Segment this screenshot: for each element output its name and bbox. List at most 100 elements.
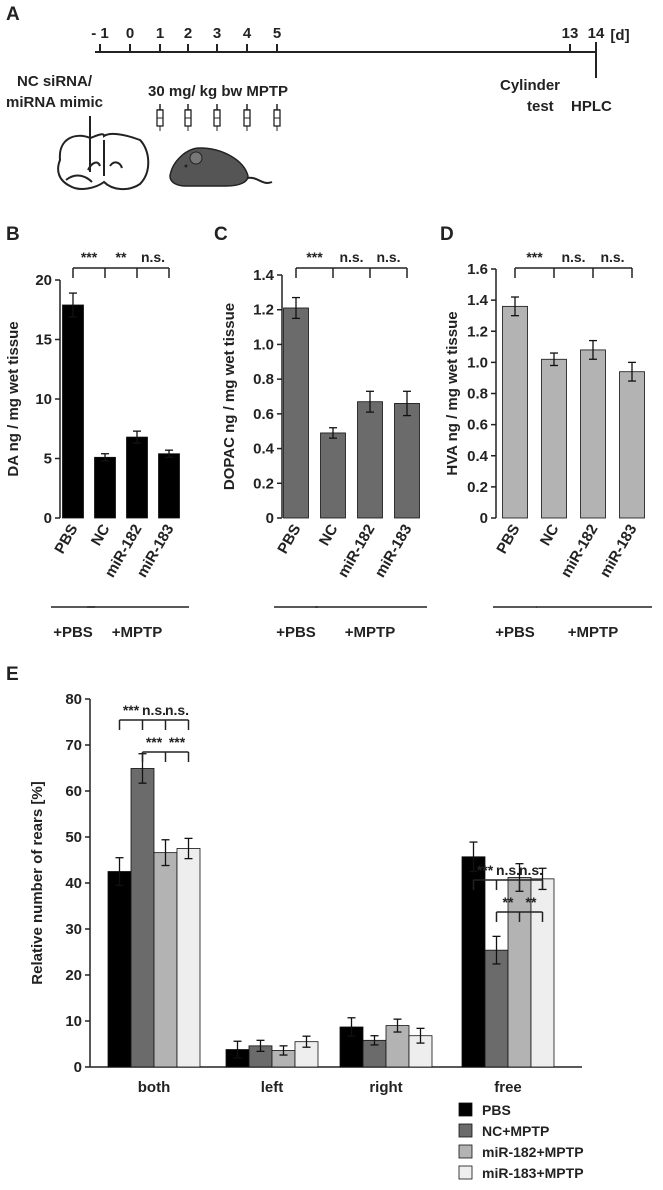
y-tick-label: 1.4 <box>467 292 489 309</box>
bar <box>126 436 148 519</box>
timeline-day-label: 1 <box>156 25 164 42</box>
y-tick-label: 0.6 <box>467 417 488 434</box>
y-tick-label: 1.0 <box>467 354 488 371</box>
bar <box>62 304 84 519</box>
x-tick-label: NC <box>316 521 342 548</box>
bar <box>176 848 201 1068</box>
y-tick-label: 1.4 <box>253 267 275 284</box>
y-tick-label: 0.2 <box>253 475 274 492</box>
x-tick-label: NC <box>88 521 114 548</box>
timeline-day-label: 0 <box>126 25 134 42</box>
x-tick-label: PBS <box>274 522 304 557</box>
timeline-day-label: 5 <box>273 25 281 42</box>
significance-label: n.s. <box>142 702 166 718</box>
timeline-day-ticks: - 1 0 1 2 3 4 5 13 14 <box>91 25 605 52</box>
legend: PBS NC+MPTP miR-182+MPTP miR-183+MPTP <box>458 1102 584 1181</box>
panel-label-b: B <box>6 224 20 245</box>
significance-label: ** <box>526 894 537 910</box>
legend-label: PBS <box>482 1102 511 1118</box>
significance-label: *** <box>81 249 98 265</box>
bar <box>283 307 309 519</box>
bar <box>357 401 383 519</box>
y-tick-label: 40 <box>65 875 82 892</box>
group-label-pbs: +PBS <box>276 624 316 641</box>
x-tick-label: free <box>494 1079 522 1096</box>
timeline-unit: [d] <box>610 27 629 44</box>
y-tick-label: 0 <box>74 1059 82 1076</box>
legend-swatch <box>458 1102 473 1117</box>
injection-label-line1: NC siRNA/ <box>17 73 93 90</box>
y-tick-label: 10 <box>35 391 52 408</box>
significance-label: n.s. <box>519 862 543 878</box>
legend-label: miR-183+MPTP <box>482 1165 584 1181</box>
timeline-day-label: 2 <box>184 25 192 42</box>
syringe-icon <box>156 104 164 131</box>
y-tick-label: 0.2 <box>467 479 488 496</box>
group-label-mptp: +MPTP <box>112 624 162 641</box>
timeline-day-label: - 1 <box>91 25 109 42</box>
y-tick-label: 1.2 <box>253 302 274 319</box>
y-axis-label: HVA ng / mg wet tissue <box>444 311 461 475</box>
injection-label-line2: miRNA mimic <box>6 94 103 111</box>
mouse-icon <box>169 147 273 187</box>
significance-label: n.s. <box>376 249 400 265</box>
significance-label: n.s. <box>496 862 520 878</box>
y-tick-label: 30 <box>65 921 82 938</box>
hplc-label: HPLC <box>571 98 612 115</box>
legend-swatch <box>458 1123 473 1138</box>
significance-label: ** <box>116 249 127 265</box>
significance-label: *** <box>477 862 494 878</box>
y-tick-label: 0.8 <box>253 371 274 388</box>
y-tick-label: 60 <box>65 783 82 800</box>
x-tick-label: PBS <box>493 522 523 557</box>
cylinder-label-line1: Cylinder <box>500 77 560 94</box>
x-tick-label: right <box>369 1079 402 1096</box>
group-label-mptp: +MPTP <box>345 624 395 641</box>
y-tick-label: 10 <box>65 1013 82 1030</box>
bar <box>484 949 509 1068</box>
panel-label-e: E <box>6 664 19 685</box>
bar <box>107 871 132 1068</box>
bar <box>130 768 155 1068</box>
timeline-day-label: 3 <box>213 25 221 42</box>
legend-swatch <box>458 1144 473 1159</box>
bar <box>320 432 346 519</box>
group-label-pbs: +PBS <box>495 624 535 641</box>
bar <box>541 358 567 519</box>
significance-label: n.s. <box>561 249 585 265</box>
cylinder-label-line2: test <box>527 98 554 115</box>
legend-swatch <box>458 1165 473 1180</box>
x-tick-label: left <box>261 1079 284 1096</box>
chart-cylinder-test: 0 10 20 30 40 50 60 70 80 Relative number of rear… <box>29 691 582 1096</box>
y-axis-label: Relative number of rears [%] <box>29 781 46 984</box>
chart-dopac: 0 0.2 0.4 0.6 0.8 1.0 1.2 1.4 DOPAC ng / mg wet … <box>221 249 427 641</box>
significance-label: n.s. <box>339 249 363 265</box>
bar <box>94 456 116 519</box>
bar <box>502 305 528 519</box>
chart-hva: 0 0.2 0.4 0.6 0.8 1.0 1.2 1.4 1.6 HVA ng / mg wet… <box>444 249 652 641</box>
significance-label: *** <box>306 249 323 265</box>
timeline-day-label: 4 <box>243 25 252 42</box>
timeline-day-label: 13 <box>562 25 579 42</box>
y-tick-label: 1.6 <box>467 261 488 278</box>
y-tick-label: 80 <box>65 691 82 708</box>
y-tick-label: 0.8 <box>467 386 488 403</box>
y-tick-label: 0.4 <box>467 448 489 465</box>
legend-label: miR-182+MPTP <box>482 1144 584 1160</box>
timeline-day-label: 14 <box>588 25 605 42</box>
syringe-icons <box>156 104 281 131</box>
significance-label: *** <box>146 734 163 750</box>
panel-label-a: A <box>6 4 20 25</box>
y-tick-label: 15 <box>35 332 52 349</box>
y-tick-label: 5 <box>44 451 52 468</box>
x-tick-label: PBS <box>51 522 81 557</box>
bar <box>619 371 645 519</box>
y-tick-label: 0 <box>480 510 488 527</box>
y-tick-label: 0.6 <box>253 406 274 423</box>
significance-label: *** <box>169 734 186 750</box>
y-axis-label: DOPAC ng / mg wet tissue <box>221 303 238 490</box>
significance-label: *** <box>526 249 543 265</box>
significance-label: ** <box>503 894 514 910</box>
